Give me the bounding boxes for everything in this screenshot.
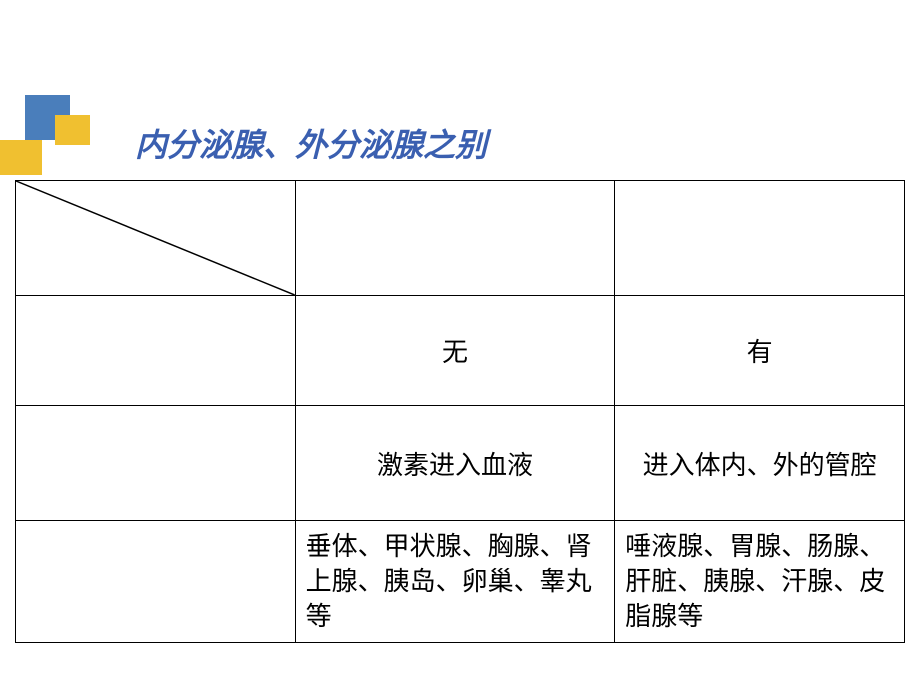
slide-title: 内分泌腺、外分泌腺之别 (135, 120, 487, 166)
row-label-duct (16, 296, 296, 406)
cell-secretion-endocrine: 激素进入血液 (295, 406, 615, 521)
cell-duct-exocrine: 有 (615, 296, 905, 406)
table-row-duct: 无 有 (16, 296, 905, 406)
header-cell-endocrine (295, 181, 615, 296)
diagonal-header-cell (16, 181, 296, 296)
cell-examples-exocrine: 唾液腺、胃腺、肠腺、肝脏、胰腺、汗腺、皮脂腺等 (615, 521, 905, 643)
row-label-examples (16, 521, 296, 643)
row-label-secretion (16, 406, 296, 521)
cell-examples-endocrine: 垂体、甲状腺、胸腺、肾上腺、胰岛、卵巢、睾丸等 (295, 521, 615, 643)
table-header-row (16, 181, 905, 296)
cell-secretion-exocrine: 进入体内、外的管腔 (615, 406, 905, 521)
diagonal-line-icon (16, 181, 295, 295)
header-cell-exocrine (615, 181, 905, 296)
comparison-table: 无 有 激素进入血液 进入体内、外的管腔 垂体、甲状腺、胸腺、肾上腺、胰岛、卵巢… (15, 180, 905, 643)
yellow-square-left (0, 140, 42, 175)
cell-duct-endocrine: 无 (295, 296, 615, 406)
table-row-examples: 垂体、甲状腺、胸腺、肾上腺、胰岛、卵巢、睾丸等 唾液腺、胃腺、肠腺、肝脏、胰腺、… (16, 521, 905, 643)
comparison-table-container: 无 有 激素进入血液 进入体内、外的管腔 垂体、甲状腺、胸腺、肾上腺、胰岛、卵巢… (15, 180, 905, 643)
yellow-square-top (55, 115, 90, 145)
table-row-secretion: 激素进入血液 进入体内、外的管腔 (16, 406, 905, 521)
